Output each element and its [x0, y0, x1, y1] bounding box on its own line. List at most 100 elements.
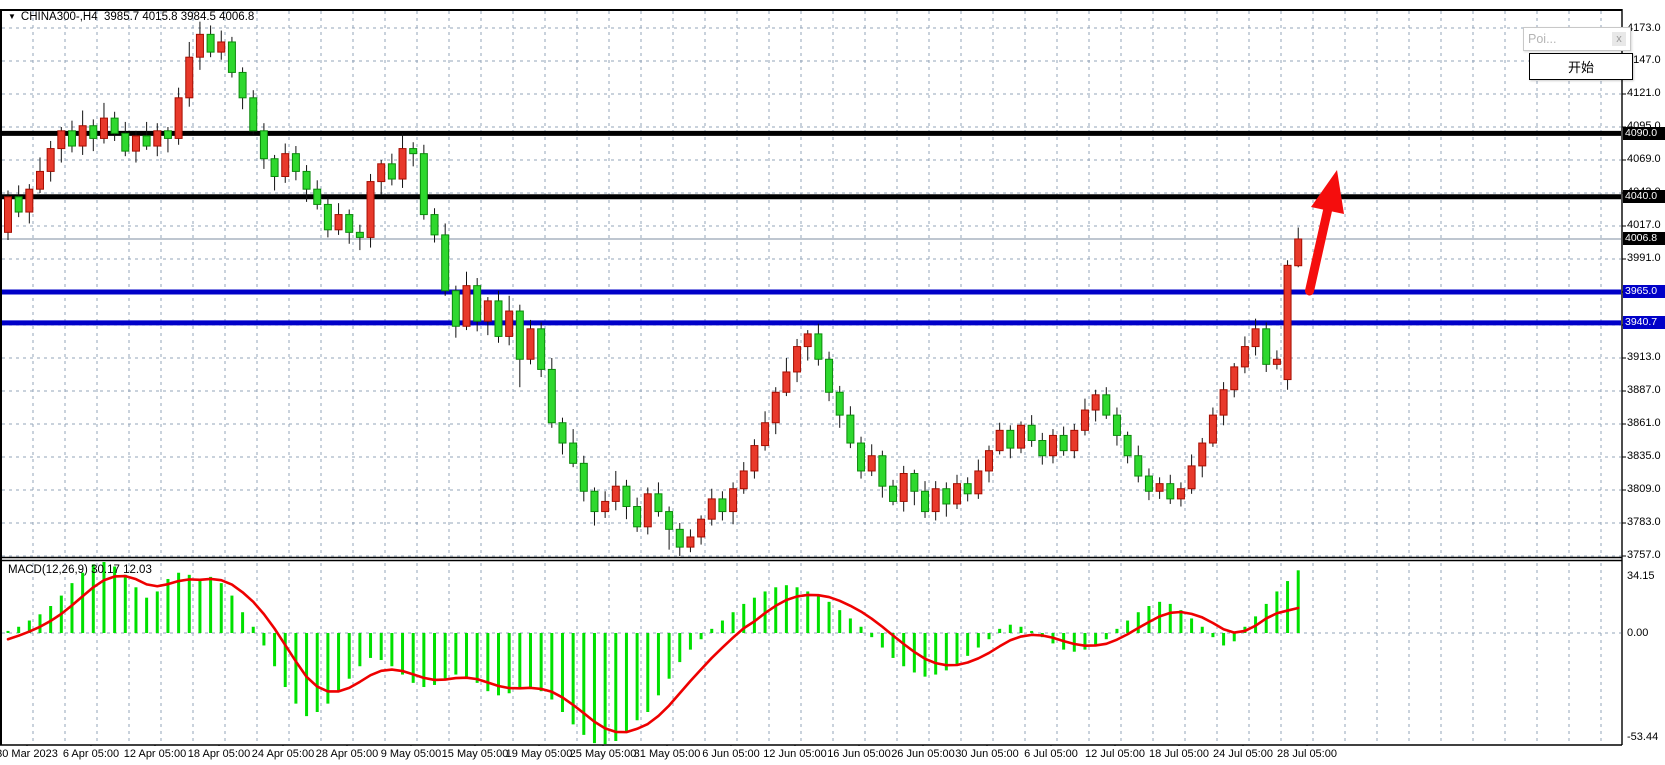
- price-tick-label: 3913.0: [1627, 351, 1661, 364]
- candle-body: [1091, 394, 1100, 411]
- candle-body: [249, 97, 258, 132]
- candle-body: [718, 498, 727, 513]
- symbol-ohlc-values: 3985.7 4015.8 3984.5 4006.8: [104, 11, 255, 23]
- candle-body: [878, 455, 887, 487]
- candle-body: [1112, 414, 1121, 436]
- candle-body: [1144, 475, 1153, 492]
- popup-titlebar[interactable]: Poi... x: [1523, 27, 1631, 51]
- candle-body: [291, 153, 300, 172]
- price-tick-label: 3757.0: [1627, 549, 1661, 562]
- candle-body: [1219, 389, 1228, 416]
- date-tick-label: 15 May 05:00: [441, 748, 509, 760]
- candle-body: [46, 148, 55, 172]
- date-tick-label: 28 Jul 05:00: [1277, 748, 1337, 760]
- price-tick-label: 3783.0: [1627, 516, 1661, 529]
- date-tick-label: 25 May 05:00: [569, 748, 637, 760]
- candle-body: [462, 285, 471, 327]
- candle-body: [441, 234, 450, 292]
- candle-body: [942, 488, 951, 505]
- candle-body: [665, 511, 674, 530]
- candle-body: [1294, 238, 1303, 267]
- candle-body: [1208, 414, 1217, 444]
- candle-body: [494, 300, 503, 337]
- candle-body: [281, 153, 290, 177]
- popup-close-icon[interactable]: x: [1612, 32, 1626, 46]
- candle-body: [803, 333, 812, 348]
- candle-body: [814, 333, 823, 360]
- popup-title: Poi...: [1528, 32, 1557, 46]
- symbol-quote-line: ▼ CHINA300-,H4 3985.7 4015.8 3984.5 4006.…: [8, 11, 254, 23]
- price-tick-label: 3861.0: [1627, 417, 1661, 430]
- candle-body: [974, 470, 983, 495]
- candle-body: [1134, 455, 1143, 477]
- candle-body: [430, 214, 439, 236]
- candle-body: [57, 130, 66, 150]
- candle-body: [387, 163, 396, 180]
- candle-body: [217, 41, 226, 53]
- candle-body: [451, 290, 460, 327]
- date-tick-label: 18 Apr 05:00: [187, 748, 251, 760]
- collapse-triangle-icon[interactable]: ▼: [8, 12, 16, 21]
- candle-body: [931, 488, 940, 513]
- candle-body: [1027, 424, 1036, 441]
- candle-body: [1240, 346, 1249, 368]
- start-button[interactable]: 开始: [1529, 53, 1633, 80]
- candle-body: [1102, 394, 1111, 416]
- candle-body: [963, 483, 972, 495]
- date-tick-label: 6 Jun 05:00: [702, 748, 760, 760]
- candle-body: [526, 328, 535, 360]
- candle-body: [846, 414, 855, 444]
- candle-body: [1016, 424, 1025, 449]
- candle-body: [142, 135, 151, 147]
- candle-body: [313, 188, 322, 205]
- bid-price-badge: 4006.8: [1623, 232, 1665, 246]
- candle-body: [953, 483, 962, 505]
- candle-body: [185, 56, 194, 99]
- candle-body: [547, 368, 556, 424]
- candle-body: [1272, 358, 1281, 365]
- candle-body: [537, 328, 546, 370]
- candle-body: [163, 130, 172, 139]
- candle-body: [558, 422, 567, 444]
- chart-top-border: [0, 9, 1622, 11]
- candle-body: [1123, 434, 1132, 457]
- candle-body: [110, 117, 119, 134]
- candle-body: [505, 310, 514, 337]
- candle-body: [515, 310, 524, 360]
- candle-body: [579, 462, 588, 492]
- candle-body: [473, 285, 482, 322]
- candle-body: [1038, 439, 1047, 457]
- candle-body: [259, 130, 268, 160]
- candle-body: [270, 158, 279, 177]
- candle-body: [35, 170, 44, 190]
- candle-body: [601, 500, 610, 513]
- candle-body: [1230, 366, 1239, 391]
- time-axis-strip: [0, 746, 1665, 765]
- candle-body: [867, 455, 876, 472]
- candle-body: [131, 135, 140, 152]
- candle-body: [1251, 328, 1260, 348]
- price-line-badge: 4090.0: [1623, 126, 1665, 140]
- candle-body: [195, 33, 204, 58]
- candle-body: [590, 490, 599, 513]
- candle-body: [238, 71, 247, 99]
- price-tick-label: 3991.0: [1627, 252, 1661, 265]
- date-tick-label: 16 Jun 05:00: [827, 748, 891, 760]
- macd-tick-label: 0.00: [1627, 627, 1649, 639]
- candle-body: [782, 371, 791, 393]
- price-line-badge: 3965.0: [1623, 285, 1665, 299]
- candle-body: [1187, 465, 1196, 490]
- candle-body: [334, 214, 343, 231]
- trend-arrow-head: [1311, 170, 1344, 214]
- price-tick-label: 3809.0: [1627, 483, 1661, 496]
- candle-body: [1048, 434, 1057, 457]
- candle-body: [835, 391, 844, 416]
- date-tick-label: 6 Apr 05:00: [62, 748, 120, 760]
- candle-body: [675, 528, 684, 548]
- macd-tick-label: 34.15: [1627, 570, 1655, 582]
- date-tick-label: 19 May 05:00: [505, 748, 573, 760]
- trend-arrow-shaft[interactable]: [1305, 199, 1334, 296]
- date-tick-label: 24 Apr 05:00: [251, 748, 315, 760]
